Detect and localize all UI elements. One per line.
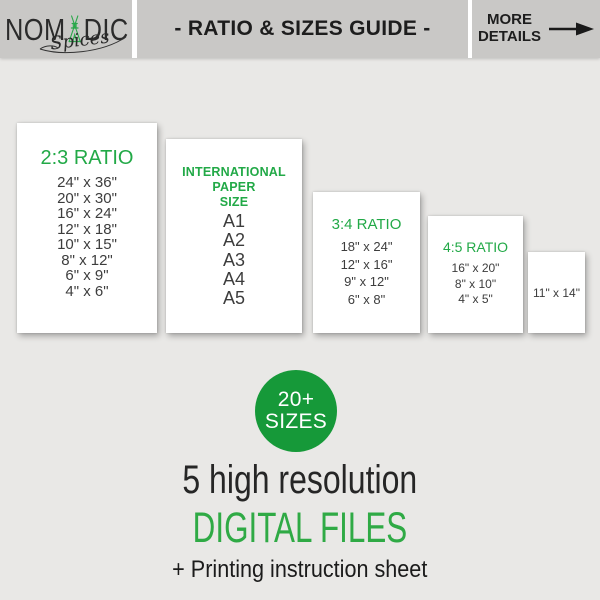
arrow-right-icon xyxy=(549,22,595,36)
card-title: 3:4 RATIO xyxy=(331,216,402,233)
brand-logo: NOM DIC Spice xyxy=(0,0,132,58)
badge-count: 20+ xyxy=(277,387,315,411)
card-sizes-list: 24" x 36" 20" x 30" 16" x 24" 12" x 18" … xyxy=(57,174,117,300)
footer-line-instruction: + Printing instruction sheet xyxy=(172,556,428,583)
card-sizes-list: 11" x 14" xyxy=(533,285,580,300)
guide-title: - RATIO & SIZES GUIDE - xyxy=(174,17,431,40)
card-sizes-list: 16" x 20" 8" x 10" 4" x 5" xyxy=(451,261,500,307)
brand-word-left: NOM xyxy=(5,12,66,47)
more-details-label: MORE DETAILS xyxy=(477,11,542,45)
sizes-count-badge: 20+ SIZES xyxy=(255,370,337,452)
ratio-card-3-4: 3:4 RATIO 18" x 24" 12" x 16" 9" x 12" 6… xyxy=(313,192,420,333)
ratio-card-2-3: 2:3 RATIO 24" x 36" 20" x 30" 16" x 24" … xyxy=(17,123,157,333)
card-title: 2:3 RATIO xyxy=(40,147,134,169)
card-sizes-list: A1 A2 A3 A4 A5 xyxy=(222,211,246,309)
ratio-card-4-5: 4:5 RATIO 16" x 20" 8" x 10" 4" x 5" xyxy=(428,216,523,333)
card-sizes-list: 18" x 24" 12" x 16" 9" x 12" 6" x 8" xyxy=(340,239,393,308)
header-bar: NOM DIC Spice xyxy=(0,0,600,58)
card-title: INTERNATIONAL PAPER SIZE xyxy=(182,165,286,209)
guide-title-section: - RATIO & SIZES GUIDE - xyxy=(137,0,468,58)
brand-wordmark: NOM DIC xyxy=(5,12,129,48)
teepee-icon xyxy=(68,15,81,43)
footer-line-digital-files: DIGITAL FILES xyxy=(192,504,408,552)
ratio-card-11x14: 11" x 14" xyxy=(528,252,585,333)
footer-text: 5 high resolution DIGITAL FILES + Printi… xyxy=(0,458,600,584)
ratio-card-international: INTERNATIONAL PAPER SIZE A1 A2 A3 A4 A5 xyxy=(166,139,302,333)
footer-line-resolution: 5 high resolution xyxy=(182,458,418,502)
badge-label: SIZES xyxy=(264,410,328,433)
more-details-button[interactable]: MORE DETAILS xyxy=(472,0,600,58)
card-title: 4:5 RATIO xyxy=(442,239,509,255)
brand-word-right: DIC xyxy=(83,12,129,47)
